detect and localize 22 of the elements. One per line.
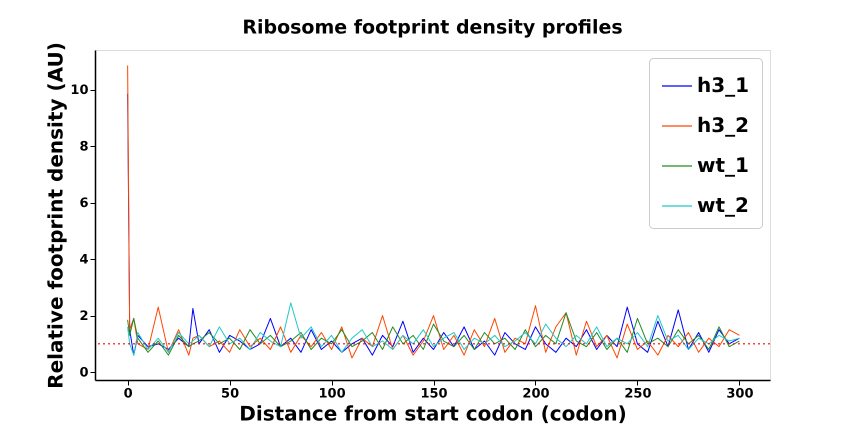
y-axis-title: Relative footprint density (AU) [43,42,68,389]
chart-title: Ribosome footprint density profiles [242,16,623,39]
legend-label: wt_1 [697,153,749,177]
line-series [127,312,740,356]
legend-label: h3_2 [697,113,750,137]
y-tick-label: 0 [79,366,88,381]
x-tick-label: 200 [522,386,550,402]
x-tick-label: 100 [318,386,346,402]
y-tick-label: 2 [79,309,88,324]
x-tick-label: 300 [726,386,754,402]
x-tick-label: 150 [420,386,448,402]
legend-label: h3_1 [697,73,750,97]
x-tick-label: 0 [124,386,133,402]
y-tick-label: 6 [79,196,88,212]
line-series [127,302,740,356]
legend-label: wt_2 [697,193,749,217]
y-tick-label: 8 [79,140,88,155]
y-tick-label: 4 [79,252,88,268]
y-tick-label: 10 [70,83,88,98]
x-tick-label: 250 [624,386,652,402]
x-tick-label: 50 [221,386,240,402]
x-axis-title: Distance from start codon (codon) [239,402,627,426]
